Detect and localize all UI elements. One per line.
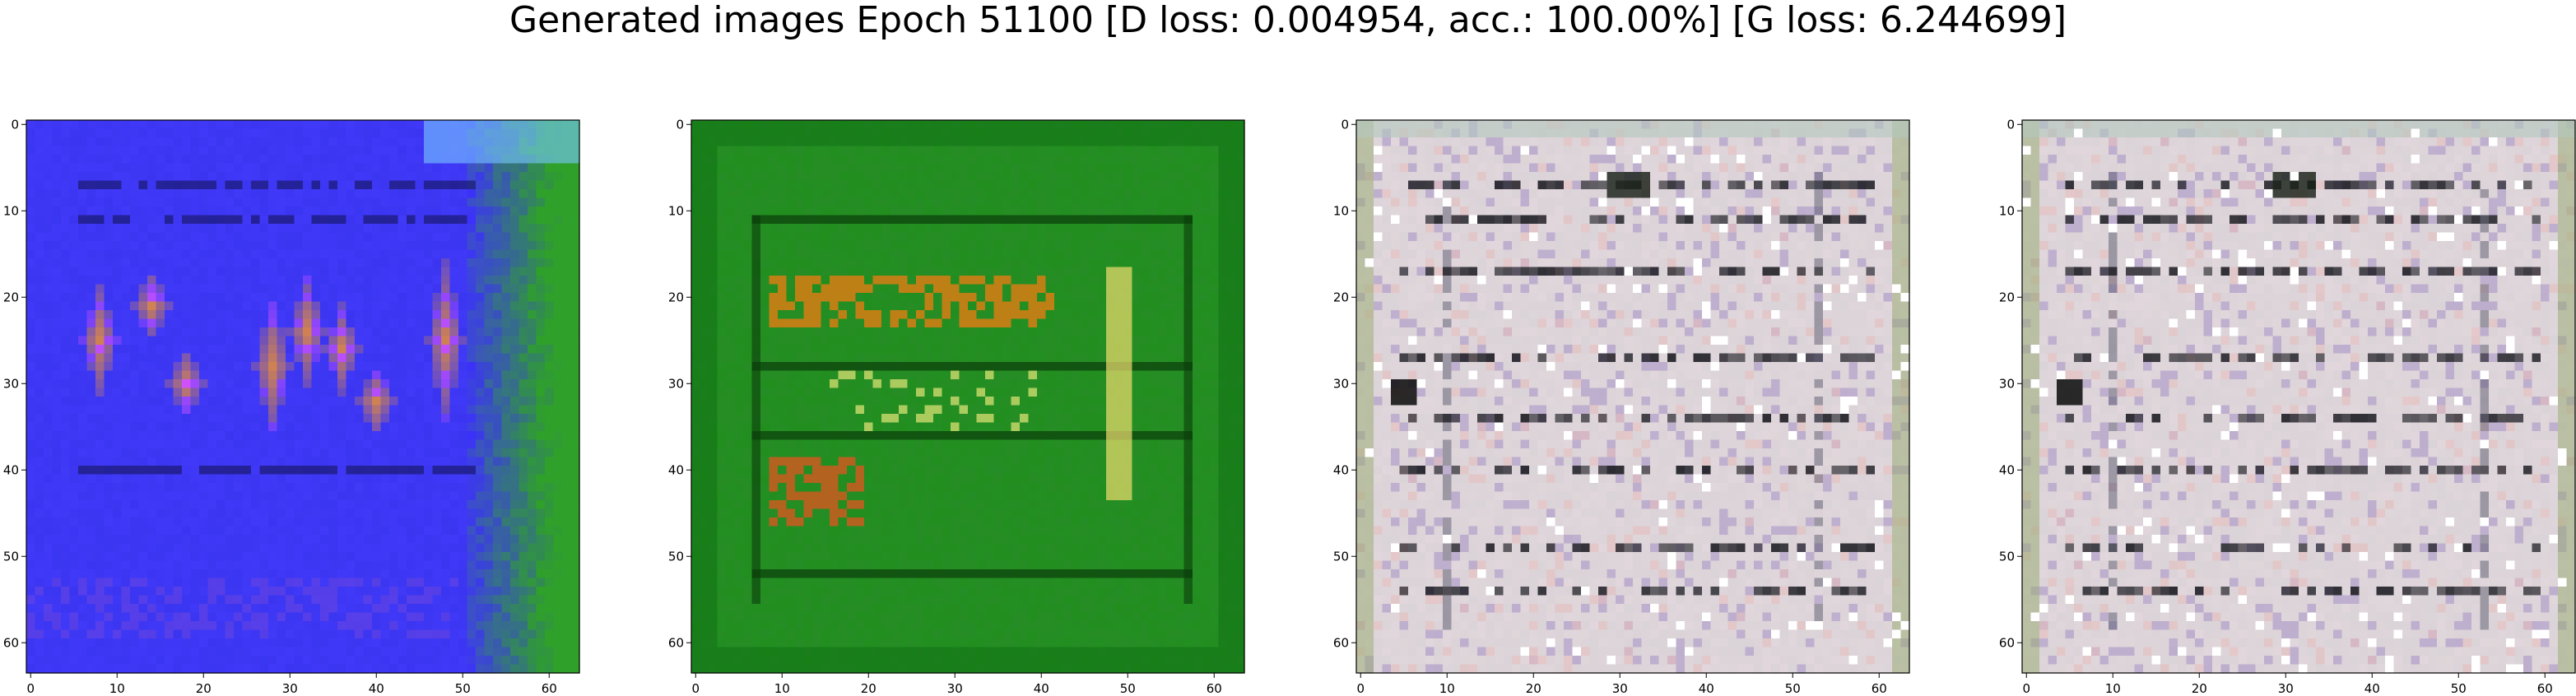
panel-4-x-tick-0: 0 bbox=[2022, 681, 2030, 696]
panel-1-y-tick-40: 40 bbox=[3, 462, 19, 477]
panel-4-image bbox=[2022, 120, 2576, 674]
image-panel-1: 0 10 20 30 40 50 60 0 10 20 30 40 50 60 bbox=[0, 120, 593, 696]
panel-1-x-tick-30: 30 bbox=[282, 681, 298, 696]
panel-4-x-tick-10: 10 bbox=[2105, 681, 2121, 696]
panel-2-y-tick-30: 30 bbox=[668, 376, 684, 391]
panel-4-x-tick-50: 50 bbox=[2451, 681, 2467, 696]
panel-2-y-tick-40: 40 bbox=[668, 462, 684, 477]
image-panel-4: 0 10 20 30 40 50 60 0 10 20 30 40 50 60 bbox=[1996, 120, 2576, 696]
panel-4-y-tick-30: 30 bbox=[1999, 376, 2015, 391]
panel-2-y-tick-0: 0 bbox=[676, 117, 684, 132]
panel-3-y-tick-0: 0 bbox=[1341, 117, 1349, 132]
image-panel-2: 0 10 20 30 40 50 60 0 10 20 30 40 50 60 bbox=[665, 120, 1258, 696]
panel-3-image bbox=[1356, 120, 1910, 674]
panel-1-y-tick-60: 60 bbox=[3, 635, 19, 650]
figure-title: Generated images Epoch 51100 [D loss: 0.… bbox=[0, 0, 2576, 49]
panel-4-x-tick-20: 20 bbox=[2192, 681, 2207, 696]
panel-3-y-tick-20: 20 bbox=[1333, 290, 1349, 304]
image-panel-3: 0 10 20 30 40 50 60 0 10 20 30 40 50 60 bbox=[1330, 120, 1923, 696]
panel-3-x-tick-30: 30 bbox=[1612, 681, 1628, 696]
panel-1-y-tick-30: 30 bbox=[3, 376, 19, 391]
panel-4-y-tick-10: 10 bbox=[1999, 203, 2015, 218]
panel-3-x-tick-60: 60 bbox=[1872, 681, 1887, 696]
panel-2-y-tick-20: 20 bbox=[668, 290, 684, 304]
panel-2-y-tick-10: 10 bbox=[668, 203, 684, 218]
panel-3-x-tick-50: 50 bbox=[1785, 681, 1801, 696]
panel-4-y-tick-0: 0 bbox=[2006, 117, 2015, 132]
panel-2-svg: 0 10 20 30 40 50 60 0 10 20 30 40 50 60 bbox=[665, 120, 1258, 696]
panel-2-x-tick-60: 60 bbox=[1207, 681, 1222, 696]
panel-1-y-tick-20: 20 bbox=[3, 290, 19, 304]
panel-1-svg: 0 10 20 30 40 50 60 0 10 20 30 40 50 60 bbox=[0, 120, 593, 696]
panel-1-x-tick-40: 40 bbox=[369, 681, 384, 696]
panel-1-x-tick-10: 10 bbox=[109, 681, 125, 696]
panel-4-x-tick-30: 30 bbox=[2278, 681, 2294, 696]
panel-2-y-tick-60: 60 bbox=[668, 635, 684, 650]
panel-2-x-tick-20: 20 bbox=[861, 681, 876, 696]
panel-1-x-tick-20: 20 bbox=[196, 681, 212, 696]
panel-3-svg: 0 10 20 30 40 50 60 0 10 20 30 40 50 60 bbox=[1330, 120, 1923, 696]
panel-4-y-tick-40: 40 bbox=[1999, 462, 2015, 477]
panel-4-x-tick-40: 40 bbox=[2364, 681, 2380, 696]
panel-2-y-tick-50: 50 bbox=[668, 549, 684, 564]
panel-3-y-tick-40: 40 bbox=[1333, 462, 1349, 477]
panel-1-y-tick-50: 50 bbox=[3, 549, 19, 564]
panel-4-y-tick-50: 50 bbox=[1999, 549, 2015, 564]
panel-1-image bbox=[26, 120, 580, 674]
panel-4-svg: 0 10 20 30 40 50 60 0 10 20 30 40 50 60 bbox=[1996, 120, 2576, 696]
panel-3-x-tick-10: 10 bbox=[1439, 681, 1455, 696]
panel-3-y-tick-30: 30 bbox=[1333, 376, 1349, 391]
panel-4-y-tick-60: 60 bbox=[1999, 635, 2015, 650]
panel-3-x-tick-40: 40 bbox=[1699, 681, 1714, 696]
panel-2-image bbox=[691, 120, 1245, 674]
panel-3-y-tick-50: 50 bbox=[1333, 549, 1349, 564]
panel-3-x-tick-0: 0 bbox=[1356, 681, 1365, 696]
panel-1-y-tick-0: 0 bbox=[11, 117, 19, 132]
panel-1-x-tick-60: 60 bbox=[542, 681, 557, 696]
panel-1-x-tick-50: 50 bbox=[455, 681, 471, 696]
panel-3-x-tick-20: 20 bbox=[1526, 681, 1541, 696]
panel-2-x-tick-0: 0 bbox=[691, 681, 700, 696]
panel-1-x-tick-0: 0 bbox=[26, 681, 35, 696]
panel-4-x-tick-60: 60 bbox=[2537, 681, 2553, 696]
panel-4-y-tick-20: 20 bbox=[1999, 290, 2015, 304]
panel-1-y-tick-10: 10 bbox=[3, 203, 19, 218]
panel-2-x-tick-30: 30 bbox=[947, 681, 963, 696]
panel-3-y-tick-60: 60 bbox=[1333, 635, 1349, 650]
panel-2-x-tick-10: 10 bbox=[774, 681, 790, 696]
panel-3-y-tick-10: 10 bbox=[1333, 203, 1349, 218]
panel-2-x-tick-50: 50 bbox=[1120, 681, 1136, 696]
panel-2-x-tick-40: 40 bbox=[1034, 681, 1049, 696]
